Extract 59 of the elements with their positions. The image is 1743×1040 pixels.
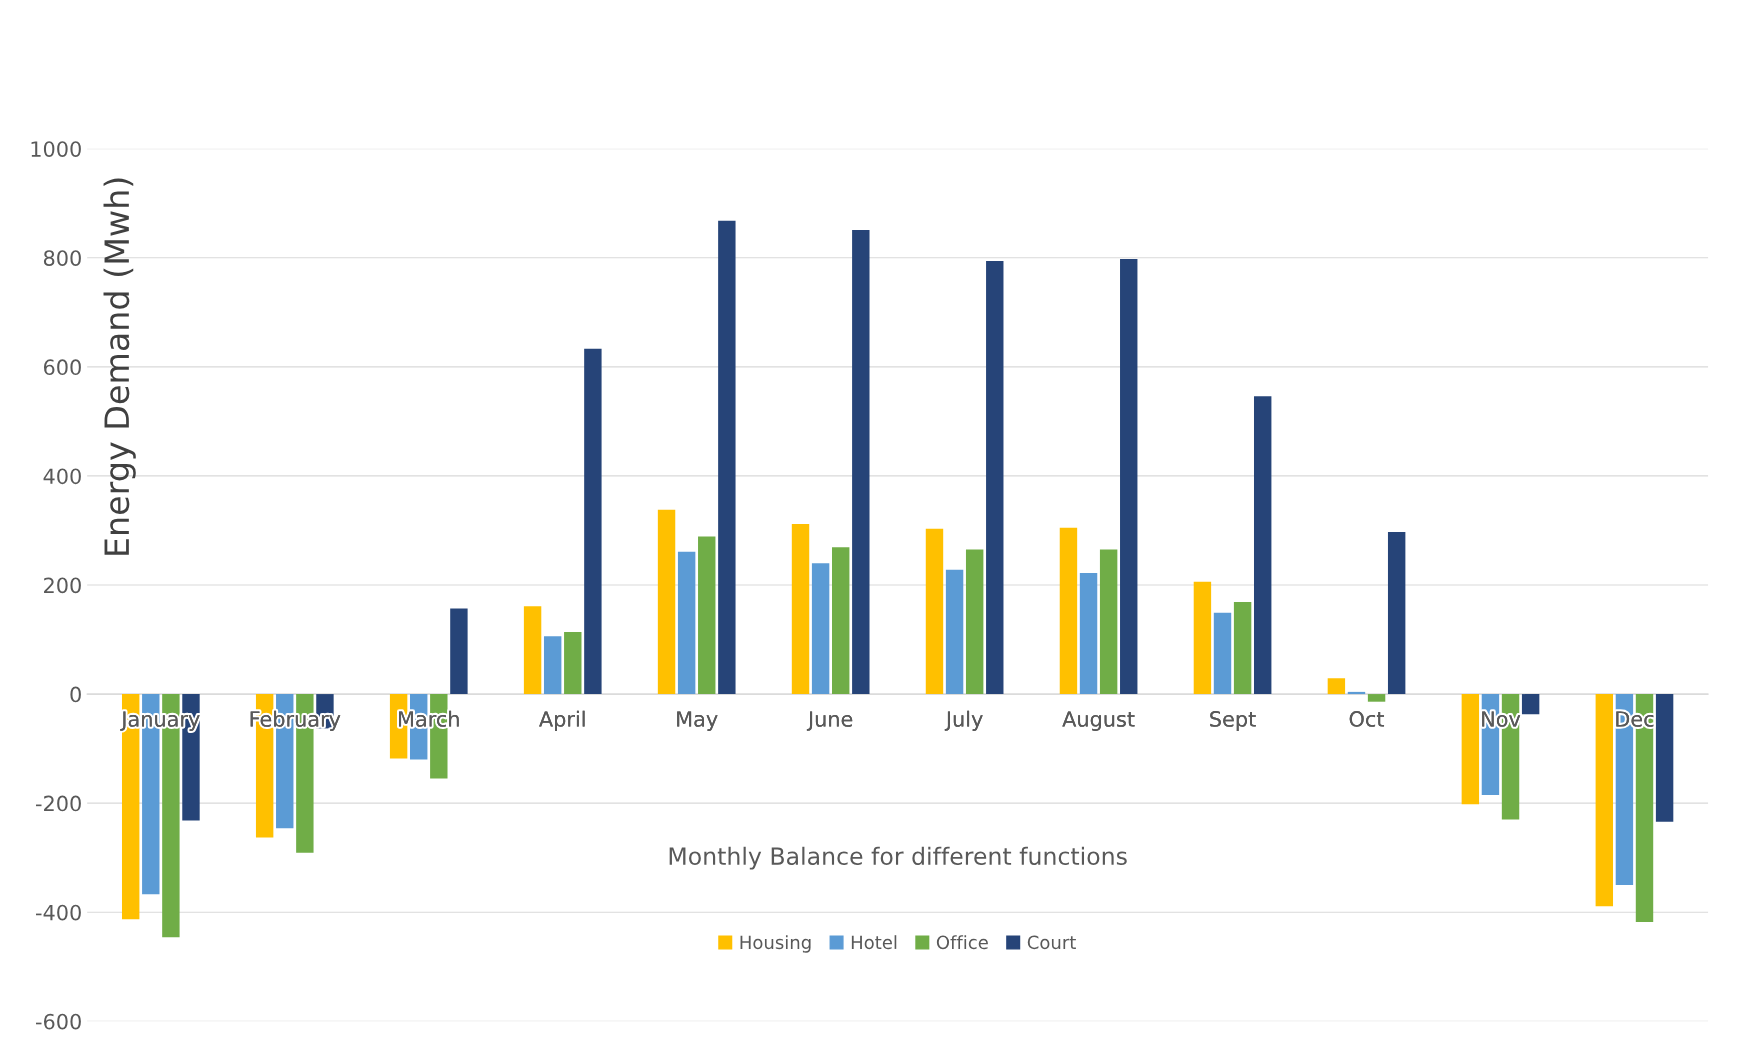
x-tick-label: Oct (1349, 711, 1385, 727)
bar (1079, 573, 1098, 695)
bar (945, 569, 964, 695)
bar (1327, 678, 1346, 695)
bar (925, 528, 944, 695)
x-tick-label: Dec (1616, 711, 1654, 727)
bar (965, 549, 984, 695)
y-axis-title: Energy Demand (Mwh) (103, 178, 136, 555)
y-tick-label: -600 (36, 1013, 81, 1030)
x-axis-title: Monthly Balance for different functions (669, 846, 1127, 870)
x-tick-label: April (539, 710, 585, 731)
bar (1521, 694, 1540, 715)
x-tick-label: Sept (1210, 711, 1256, 731)
x-tick-label: Nov (1482, 711, 1521, 727)
y-tick-label: 0 (70, 686, 81, 703)
bar (1387, 532, 1406, 695)
bar (811, 563, 830, 695)
bar (986, 261, 1004, 695)
x-tick-label: August (1062, 711, 1135, 731)
bar (1253, 396, 1272, 695)
bar (852, 229, 870, 695)
bar (698, 536, 716, 695)
bar (543, 636, 562, 695)
bar (832, 547, 850, 695)
bar (1193, 581, 1212, 695)
bar (1461, 694, 1480, 805)
bar (1059, 527, 1078, 695)
y-tick-label: -400 (36, 904, 81, 921)
bar (1099, 549, 1118, 695)
x-tick-label: June (806, 711, 853, 731)
bar (657, 509, 676, 695)
y-tick-label: -200 (36, 795, 81, 812)
x-tick-label: March (399, 710, 459, 727)
bar (450, 608, 468, 695)
y-tick-label: 200 (44, 577, 81, 594)
bar (564, 631, 582, 695)
bar (791, 523, 810, 695)
bar (1367, 694, 1386, 702)
bar (1233, 601, 1252, 695)
bar (1120, 258, 1138, 695)
bar (677, 551, 696, 695)
bar (584, 348, 602, 695)
legend-label: Office (936, 935, 988, 950)
bar (1655, 694, 1674, 822)
x-tick-label: January (120, 711, 200, 731)
bar (718, 220, 736, 695)
bar (1213, 612, 1232, 695)
y-tick-label: 400 (43, 468, 81, 485)
y-tick-label: 800 (43, 250, 81, 266)
y-tick-label: 1000 (31, 141, 81, 157)
legend-label: Hotel (851, 935, 897, 950)
bar (1595, 694, 1614, 907)
legend-label: Court (1027, 935, 1076, 950)
legend-label: Housing (740, 935, 811, 953)
x-tick-label: February (250, 710, 341, 731)
bar (523, 606, 542, 695)
x-tick-label: May (677, 711, 718, 731)
x-tick-label: July (944, 710, 983, 731)
y-tick-label: 600 (43, 359, 81, 376)
